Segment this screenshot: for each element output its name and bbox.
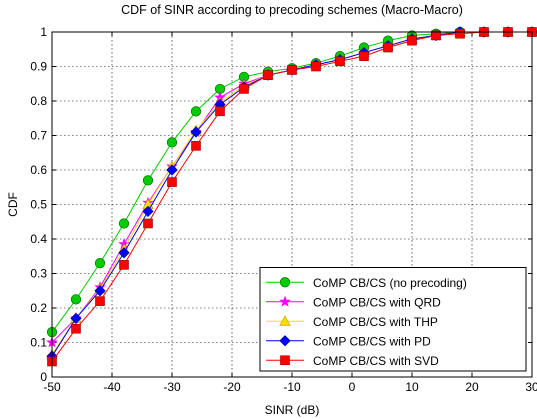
data-point [383, 42, 393, 53]
data-point [142, 205, 154, 218]
y-tick-label: 1 [40, 25, 47, 39]
data-point [143, 218, 153, 229]
data-point [94, 285, 106, 297]
x-tick-label: 10 [405, 380, 419, 394]
data-point [70, 294, 82, 305]
data-point [239, 84, 249, 94]
data-point [166, 164, 178, 176]
data-point [142, 175, 154, 186]
legend-entry: CoMP CB/CS with THP [266, 315, 438, 329]
legend-label: CoMP CB/CS with SVD [313, 354, 439, 368]
legend-marker [279, 315, 291, 326]
data-point [70, 312, 82, 324]
x-tick-label: -50 [43, 380, 61, 394]
data-point [190, 126, 202, 138]
legend-label: CoMP CB/CS with QRD [313, 295, 441, 309]
data-point [167, 177, 177, 187]
y-tick-label: 0.8 [30, 94, 47, 108]
data-point [94, 258, 106, 269]
y-tick-label: 0.1 [30, 336, 47, 350]
data-point [118, 247, 130, 259]
data-point [215, 106, 225, 117]
data-point [455, 28, 465, 39]
y-tick-label: 0.7 [30, 129, 47, 143]
y-tick-label: 0.3 [30, 267, 47, 281]
y-tick-label: 0 [40, 370, 47, 384]
data-point [431, 30, 441, 41]
x-tick-label: -40 [103, 380, 121, 394]
x-tick-label: 0 [349, 380, 356, 394]
x-tick-label: -30 [163, 380, 181, 394]
data-point [263, 70, 273, 80]
data-point [71, 323, 81, 334]
data-point [118, 218, 130, 229]
legend-marker [280, 355, 290, 366]
data-point [335, 56, 345, 67]
x-tick-label: -10 [283, 380, 301, 394]
legend-label: CoMP CB/CS (no precoding) [313, 276, 467, 290]
x-tick-label: 20 [465, 380, 479, 394]
x-tick-label: 30 [525, 380, 537, 394]
x-tick-labels: -50 -40 -30 -20 -10 0 10 20 30 [43, 380, 537, 394]
legend-entry: CoMP CB/CS with SVD [266, 354, 439, 368]
legend-marker [279, 295, 291, 307]
plot-frame [51, 31, 533, 378]
legend-label: CoMP CB/CS with PD [313, 334, 431, 348]
legend-label: CoMP CB/CS with THP [313, 315, 438, 329]
x-tick-label: -20 [223, 380, 241, 394]
legend-marker [279, 277, 291, 288]
y-tick-label: 0.6 [30, 163, 47, 177]
data-point [191, 141, 201, 151]
legend-entry: CoMP CB/CS with QRD [266, 295, 441, 309]
data-point [311, 61, 321, 72]
y-axis-label: CDF [6, 192, 20, 217]
y-tick-label: 0.9 [30, 60, 47, 74]
y-tick-label: 0.4 [30, 232, 47, 246]
y-tick-labels: 0 0.1 0.2 0.3 0.4 0.5 0.6 0.7 0.8 0.9 1 [30, 25, 47, 384]
y-tick-label: 0.2 [30, 301, 47, 315]
data-point [190, 106, 202, 117]
data-point [407, 35, 417, 46]
chart-title: CDF of SINR according to precoding schem… [121, 3, 463, 17]
legend-entry: CoMP CB/CS with PD [266, 334, 431, 348]
legend-marker [279, 335, 291, 347]
x-axis-label: SINR (dB) [265, 403, 320, 417]
legend: CoMP CB/CS (no precoding) CoMP CB/CS with… [259, 267, 527, 372]
data-point [359, 51, 369, 61]
legend-box [259, 267, 527, 372]
data-point [166, 137, 178, 148]
data-point [119, 260, 129, 270]
data-point [95, 296, 105, 306]
y-tick-label: 0.5 [30, 198, 47, 212]
legend-entry: CoMP CB/CS (no precoding) [266, 276, 467, 290]
data-point [287, 65, 297, 75]
